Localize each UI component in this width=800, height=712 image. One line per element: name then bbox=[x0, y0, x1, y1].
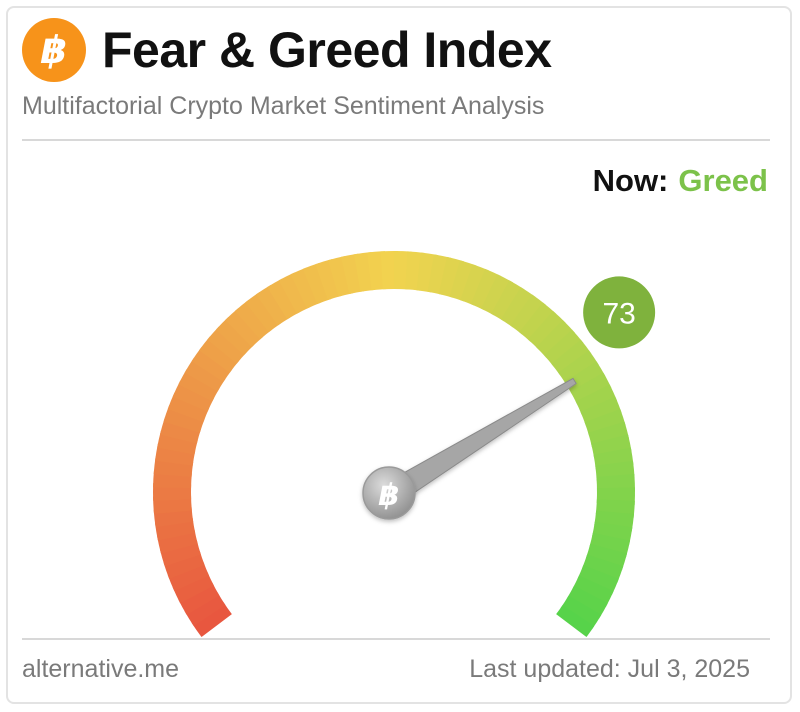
bottom-divider bbox=[22, 638, 770, 640]
bitcoin-icon: ฿ bbox=[22, 18, 86, 82]
top-divider bbox=[22, 139, 770, 141]
source-link[interactable]: alternative.me bbox=[22, 655, 180, 683]
page-title: Fear & Greed Index bbox=[102, 22, 552, 78]
gauge-arc-segment bbox=[556, 604, 595, 638]
value-badge bbox=[583, 276, 656, 349]
current-sentiment: Now: Greed bbox=[593, 163, 768, 199]
gauge-needle bbox=[387, 377, 577, 503]
now-value: Greed bbox=[678, 163, 768, 198]
index-value: 73 bbox=[602, 297, 635, 330]
bitcoin-logo-glyph: ฿ bbox=[40, 28, 68, 72]
hub-bitcoin-icon: ฿ bbox=[379, 478, 400, 513]
now-label: Now: bbox=[592, 163, 669, 198]
header: ฿ Fear & Greed Index bbox=[22, 18, 552, 82]
gauge-arc bbox=[153, 251, 635, 638]
last-updated: Last updated: Jul 3, 2025 bbox=[469, 655, 750, 683]
gauge-hub bbox=[362, 466, 416, 520]
page-subtitle: Multifactorial Crypto Market Sentiment A… bbox=[22, 92, 545, 120]
fear-greed-card bbox=[6, 6, 792, 704]
